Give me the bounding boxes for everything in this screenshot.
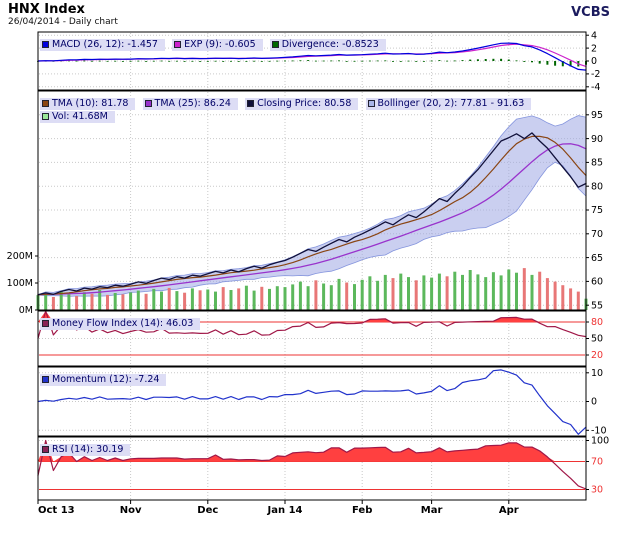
svg-text:100: 100 [591, 436, 609, 447]
tma10-swatch-icon [42, 100, 49, 107]
volume-legend-label: Vol: 41.68M [52, 110, 108, 122]
macd-swatch-icon [42, 41, 49, 48]
svg-text:70: 70 [591, 457, 603, 468]
bollinger-legend-item: Bollinger (20, 2): 77.81 - 91.63 [365, 97, 532, 110]
svg-text:100M: 100M [7, 278, 33, 289]
svg-text:Dec: Dec [197, 505, 218, 516]
mfi-swatch-icon [42, 320, 49, 327]
tma25-swatch-icon [144, 100, 152, 107]
tma10-legend-label: TMA (10): 81.78 [52, 97, 129, 109]
exp-legend-item: EXP (9): -0.605 [172, 38, 263, 51]
chart-subtitle: 26/04/2014 - Daily chart [8, 17, 118, 27]
svg-text:Feb: Feb [352, 505, 372, 516]
page-title: HNX Index [8, 2, 85, 17]
svg-text:-4: -4 [591, 82, 600, 93]
tma10-legend-item: TMA (10): 81.78 [40, 97, 136, 110]
svg-text:55: 55 [591, 300, 603, 311]
svg-text:200M: 200M [7, 251, 33, 262]
svg-text:60: 60 [591, 277, 603, 288]
bollinger-swatch-icon [367, 100, 375, 107]
closing-price-legend-item: Closing Price: 80.58 [245, 97, 359, 110]
macd-legend: MACD (26, 12): -1.457 EXP (9): -0.605 Di… [40, 33, 388, 52]
svg-text:-2: -2 [591, 69, 600, 80]
mfi-legend-item: Money Flow Index (14): 46.03 [40, 317, 201, 330]
svg-text:65: 65 [591, 253, 603, 264]
svg-text:80: 80 [591, 181, 603, 192]
divergence-legend-item: Divergence: -0.8523 [269, 38, 386, 51]
svg-text:95: 95 [591, 110, 603, 121]
svg-text:Mar: Mar [421, 505, 443, 516]
closing-price-swatch-icon [247, 100, 255, 107]
svg-text:4: 4 [591, 30, 597, 41]
closing-price-legend-label: Closing Price: 80.58 [257, 97, 352, 109]
tma25-legend-label: TMA (25): 86.24 [154, 97, 231, 109]
volume-legend-item: Vol: 41.68M [40, 110, 115, 123]
macd-legend-item: MACD (26, 12): -1.457 [40, 38, 165, 51]
svg-text:75: 75 [591, 205, 603, 216]
tma25-legend-item: TMA (25): 86.24 [142, 97, 238, 110]
volume-swatch-icon [42, 113, 49, 120]
exp-swatch-icon [174, 41, 182, 48]
exp-legend-label: EXP (9): -0.605 [184, 38, 256, 50]
svg-text:0M: 0M [19, 305, 33, 316]
mfi-legend-label: Money Flow Index (14): 46.03 [52, 317, 194, 329]
svg-text:Oct 13: Oct 13 [38, 505, 75, 516]
svg-text:30: 30 [591, 485, 603, 496]
rsi-legend-label: RSI (14): 30.19 [52, 443, 124, 455]
rsi-legend: RSI (14): 30.19 [40, 438, 132, 457]
mfi-legend: Money Flow Index (14): 46.03 [40, 312, 202, 331]
price-legend-row1: TMA (10): 81.78 TMA (25): 86.24 Closing … [40, 92, 533, 111]
divergence-legend-label: Divergence: -0.8523 [281, 38, 379, 50]
svg-text:20: 20 [591, 350, 603, 361]
macd-legend-label: MACD (26, 12): -1.457 [52, 38, 158, 50]
svg-text:Nov: Nov [120, 505, 142, 516]
svg-text:-10: -10 [591, 425, 607, 436]
momentum-legend-label: Momentum (12): -7.24 [52, 373, 160, 385]
price-legend-row2: Vol: 41.68M [40, 105, 117, 124]
svg-text:2: 2 [591, 43, 597, 54]
rsi-swatch-icon [42, 446, 49, 453]
svg-text:10: 10 [591, 368, 603, 379]
svg-text:0: 0 [591, 56, 597, 67]
svg-text:50: 50 [591, 334, 603, 345]
momentum-legend: Momentum (12): -7.24 [40, 368, 168, 387]
svg-text:Jan 14: Jan 14 [267, 505, 303, 516]
divergence-swatch-icon [271, 41, 279, 48]
momentum-legend-item: Momentum (12): -7.24 [40, 373, 167, 386]
brand-logo: VCBS [571, 5, 610, 20]
svg-text:90: 90 [591, 134, 603, 145]
bollinger-legend-label: Bollinger (20, 2): 77.81 - 91.63 [377, 97, 525, 109]
momentum-swatch-icon [42, 376, 49, 383]
svg-text:70: 70 [591, 229, 603, 240]
rsi-legend-item: RSI (14): 30.19 [40, 443, 131, 456]
svg-text:Apr: Apr [499, 505, 519, 516]
svg-text:0: 0 [591, 397, 597, 408]
svg-text:85: 85 [591, 158, 603, 169]
svg-text:80: 80 [591, 317, 603, 328]
